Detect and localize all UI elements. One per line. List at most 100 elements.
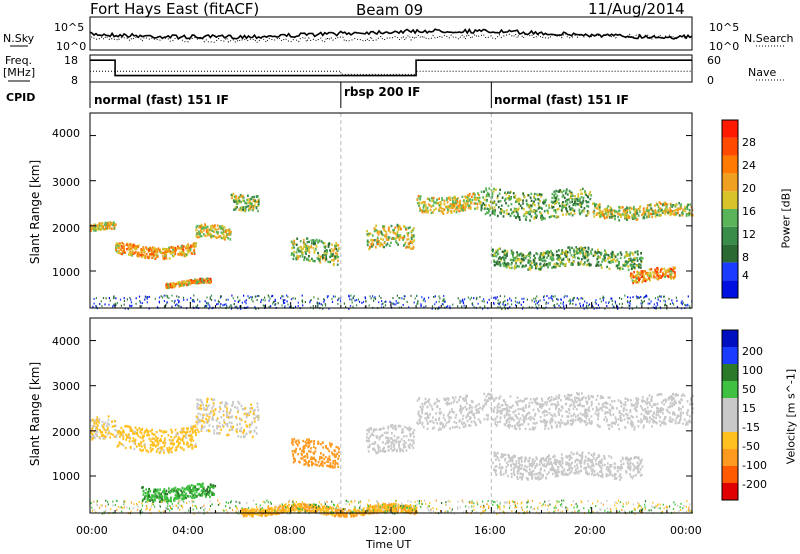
nave-line xyxy=(90,70,692,75)
power-cbar-tick-16: 16 xyxy=(742,205,756,218)
velocity-colorbar-cell xyxy=(722,330,738,347)
power-ytick-2000: 2000 xyxy=(52,222,80,235)
power-cbar-tick-24: 24 xyxy=(742,159,756,172)
power-echo-band-11 xyxy=(491,246,644,272)
velocity-echo-band-7 xyxy=(492,451,644,481)
velocity-ytick-2000: 2000 xyxy=(52,426,80,439)
power-colorbar-cell xyxy=(722,226,738,245)
velocity-colorbar-cell xyxy=(722,432,738,449)
velocity-colorbar-frame xyxy=(721,329,739,501)
xtick-6: 00:00 xyxy=(670,524,702,537)
velocity-colorbar-cell xyxy=(722,381,738,398)
x-axis-label: Time UT xyxy=(366,538,412,551)
velocity-colorbar-cell xyxy=(722,483,738,500)
velocity-echo-band-6 xyxy=(416,392,694,432)
power-colorbar-cell xyxy=(722,262,738,281)
date-title: 11/Aug/2014 xyxy=(588,0,685,18)
nave-label: Nave xyxy=(748,66,777,79)
cpid-segment-1: normal (fast) 151 IF xyxy=(94,93,229,107)
nsky-line xyxy=(89,27,693,40)
freq-right-tick-top: 60 xyxy=(707,54,721,67)
power-echo-band-6 xyxy=(290,237,340,267)
xtick-2: 08:00 xyxy=(274,524,306,537)
velocity-cbar-tick-m15: -15 xyxy=(742,421,760,434)
power-colorbar-cell xyxy=(722,173,738,192)
velocity-near-range-speckle xyxy=(90,499,693,515)
power-colorbar-cell xyxy=(722,280,738,298)
power-cbar-tick-12: 12 xyxy=(742,228,756,241)
cpid-label: CPID xyxy=(6,91,36,104)
velocity-echo-band-2 xyxy=(115,424,198,454)
velocity-cbar-tick-m50: -50 xyxy=(742,440,760,453)
noise-left-tick-bottom: 10^0 xyxy=(56,40,87,53)
power-ytick-4000: 4000 xyxy=(52,127,80,140)
velocity-echo-band-3 xyxy=(195,397,260,439)
velocity-colorbar-cell xyxy=(722,347,738,364)
velocity-cbar-tick-200: 200 xyxy=(742,345,763,358)
noise-panel-frame xyxy=(89,16,693,51)
power-colorbar-frame xyxy=(721,119,739,299)
power-colorbar-cell xyxy=(722,155,738,174)
noise-right-tick-top: 10^5 xyxy=(709,21,740,34)
power-colorbar-cell xyxy=(722,244,738,263)
power-echo-band-9 xyxy=(479,187,593,222)
freq-line xyxy=(90,59,692,77)
freq-left-tick-bottom: 8 xyxy=(71,74,78,87)
velocity-echo-band-8 xyxy=(141,482,217,503)
xtick-3: 12:00 xyxy=(374,524,406,537)
xtick-4: 16:00 xyxy=(474,524,506,537)
power-colorbar-cell xyxy=(722,209,738,227)
velocity-colorbar-cell xyxy=(722,415,738,432)
velocity-ytick-3000: 3000 xyxy=(52,380,80,393)
power-panel-bg xyxy=(90,113,692,308)
velocity-ytick-4000: 4000 xyxy=(52,335,80,348)
power-echo-band-3 xyxy=(195,223,232,241)
power-echo-band-1 xyxy=(90,221,117,232)
power-colorbar-cell xyxy=(722,191,738,209)
xtick-1: 04:00 xyxy=(172,524,204,537)
velocity-cbar-tick-m200: -200 xyxy=(742,478,767,491)
nsearch-line xyxy=(89,32,693,44)
beam-title: Beam 09 xyxy=(356,1,424,19)
velocity-cbar-tick-15: 15 xyxy=(742,402,756,415)
nsky-label: N.Sky xyxy=(3,32,35,45)
power-cbar-tick-4: 4 xyxy=(742,269,749,282)
power-colorbar-cell xyxy=(722,137,738,156)
velocity-echo-band-1 xyxy=(90,415,117,441)
cpid-segment-3: normal (fast) 151 IF xyxy=(494,93,629,107)
freq-right-tick-bottom: 0 xyxy=(707,74,714,87)
velocity-panel-bg xyxy=(90,318,692,513)
cpid-segment-2: rbsp 200 IF xyxy=(344,85,421,99)
velocity-cbar-tick-50: 50 xyxy=(742,383,756,396)
freq-unit-label: [MHz] xyxy=(3,66,36,79)
power-cbar-tick-20: 20 xyxy=(742,182,756,195)
power-cbar-tick-28: 28 xyxy=(742,136,756,149)
station-title: Fort Hays East (fitACF) xyxy=(90,0,260,18)
power-colorbar-cell xyxy=(722,120,738,138)
velocity-cbar-tick-m100: -100 xyxy=(742,459,767,472)
power-cbar-tick-8: 8 xyxy=(742,251,749,264)
velocity-colorbar-cell xyxy=(722,398,738,415)
power-echo-band-12 xyxy=(629,266,677,285)
freq-panel-frame xyxy=(89,54,693,83)
velocity-colorbar-cell xyxy=(722,466,738,483)
power-ytick-3000: 3000 xyxy=(52,176,80,189)
velocity-colorbar-cell xyxy=(722,364,738,381)
velocity-colorbar-cell xyxy=(722,449,738,466)
velocity-ytick-1000: 1000 xyxy=(52,470,80,483)
freq-left-tick-top: 18 xyxy=(64,54,78,67)
noise-right-tick-bottom: 10^0 xyxy=(709,40,740,53)
velocity-echo-band-5 xyxy=(365,424,416,455)
xtick-5: 20:00 xyxy=(574,524,606,537)
freq-label: Freq. xyxy=(5,54,33,67)
power-ytick-1000: 1000 xyxy=(52,266,80,279)
power-echo-band-7 xyxy=(366,223,415,251)
noise-left-tick-top: 10^5 xyxy=(54,21,85,34)
velocity-echo-band-4 xyxy=(291,437,340,469)
xtick-0: 00:00 xyxy=(76,524,108,537)
power-echo-band-4 xyxy=(230,192,260,213)
velocity-cbar-tick-100: 100 xyxy=(742,364,763,377)
power-echo-band-2 xyxy=(115,241,198,261)
power-echo-band-8 xyxy=(416,192,481,215)
